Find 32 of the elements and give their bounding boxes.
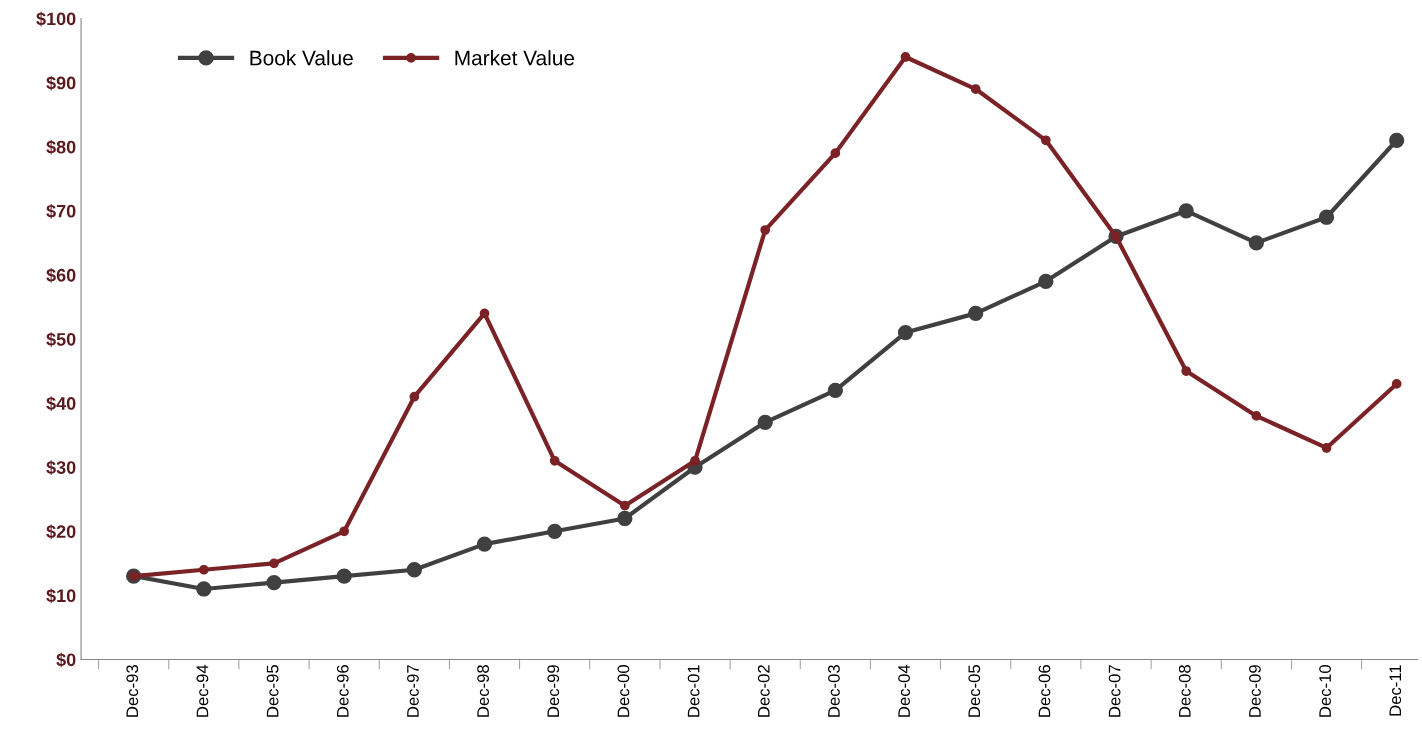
x-tick-label: Dec-96 — [336, 665, 349, 717]
y-tick-label: $10 — [46, 588, 76, 604]
x-tick-label: Dec-09 — [1249, 665, 1261, 717]
y-tick-label: $20 — [46, 524, 76, 540]
x-tick-label: Dec-01 — [687, 665, 700, 717]
x-tick-label: Dec-95 — [266, 665, 279, 717]
y-tick-label: $0 — [56, 652, 76, 668]
x-tick-label: Dec-04 — [898, 664, 910, 717]
x-tick-label: Dec-02 — [757, 665, 770, 717]
y-tick-label: $90 — [46, 75, 76, 91]
x-tick-label: Dec-97 — [407, 665, 419, 717]
y-tick-label: $50 — [46, 332, 76, 347]
x-tick-label: Dec-93 — [126, 665, 139, 717]
x-tick-label: Dec-06 — [1038, 665, 1051, 717]
x-tick-label: Dec-11 — [1389, 665, 1402, 716]
x-tick-label: Dec-94 — [196, 664, 209, 717]
x-tick-label: Dec-00 — [617, 665, 630, 717]
y-tick-label: $30 — [46, 460, 76, 476]
y-tick-label: $70 — [46, 203, 76, 219]
x-tick-label: Dec-08 — [1178, 665, 1191, 717]
x-tick-label: Dec-03 — [828, 665, 840, 717]
x-tick-label: Dec-07 — [1108, 665, 1121, 717]
x-tick-label: Dec-99 — [547, 665, 560, 717]
legend-label: Market Value — [455, 50, 575, 66]
y-tick-label: $80 — [46, 139, 76, 155]
y-tick-label: $60 — [46, 268, 76, 283]
x-tick-label: Dec-10 — [1319, 665, 1331, 717]
x-tick-label: Dec-98 — [477, 665, 489, 717]
legend-label: Book Value — [250, 50, 353, 66]
y-tick-label: $100 — [36, 11, 76, 27]
x-tick-label: Dec-05 — [968, 665, 981, 717]
y-tick-label: $40 — [46, 396, 76, 411]
